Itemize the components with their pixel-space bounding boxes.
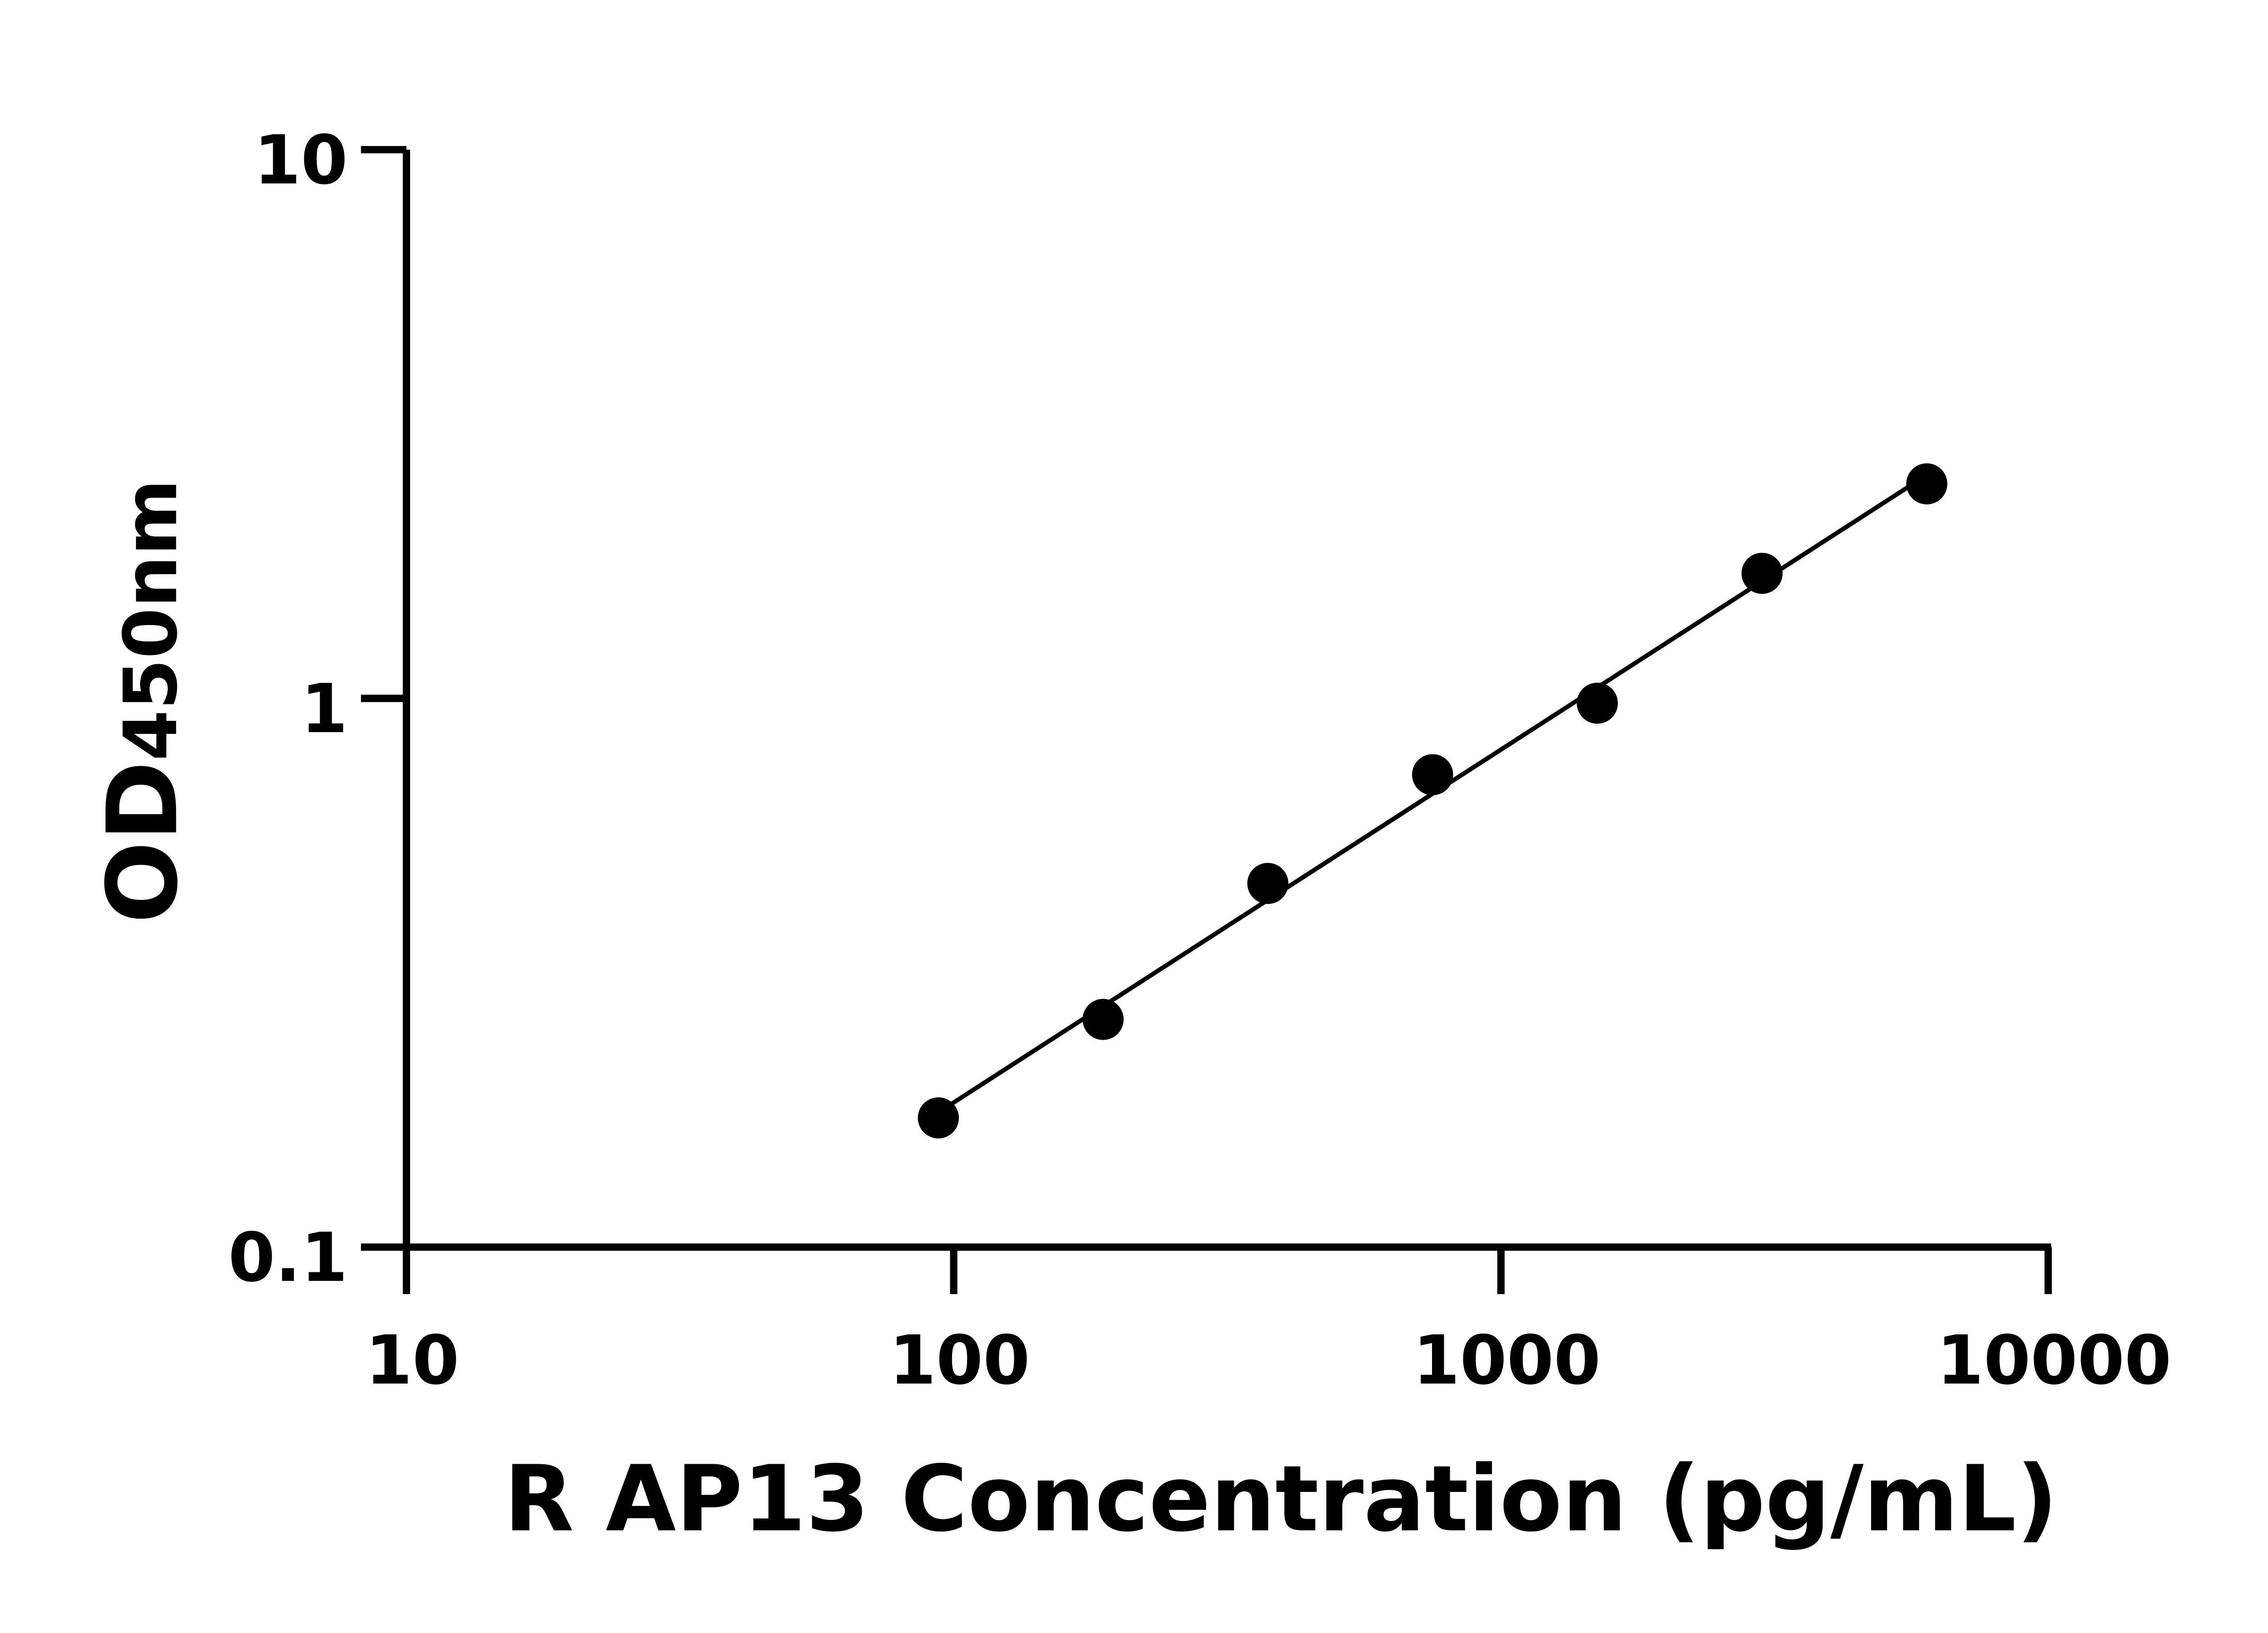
data-point bbox=[1247, 863, 1289, 904]
data-point bbox=[918, 1097, 959, 1139]
y-axis-label-sub: 450nm bbox=[108, 479, 194, 761]
axes: 10 100 1000 10000 0.1 1 10 bbox=[228, 121, 2171, 1400]
x-axis-label: R AP13 Concentration (pg/mL) bbox=[504, 1447, 2058, 1552]
x-tick-label: 100 bbox=[889, 1321, 1030, 1400]
data-points bbox=[918, 463, 1948, 1139]
y-tick-label: 10 bbox=[254, 121, 348, 200]
data-point bbox=[1741, 552, 1783, 594]
y-axis-label: OD450nm bbox=[87, 479, 199, 924]
data-point bbox=[1577, 682, 1618, 724]
data-point bbox=[1906, 463, 1948, 504]
x-tick-label: 10 bbox=[365, 1321, 459, 1400]
x-tick-label: 10000 bbox=[1937, 1321, 2172, 1400]
y-axis-label-main: OD bbox=[87, 761, 199, 924]
y-tick-label: 1 bbox=[301, 670, 348, 748]
x-tick-label: 1000 bbox=[1413, 1321, 1601, 1400]
data-point bbox=[1082, 999, 1124, 1040]
y-tick-label: 0.1 bbox=[228, 1219, 348, 1297]
data-point bbox=[1412, 754, 1453, 796]
